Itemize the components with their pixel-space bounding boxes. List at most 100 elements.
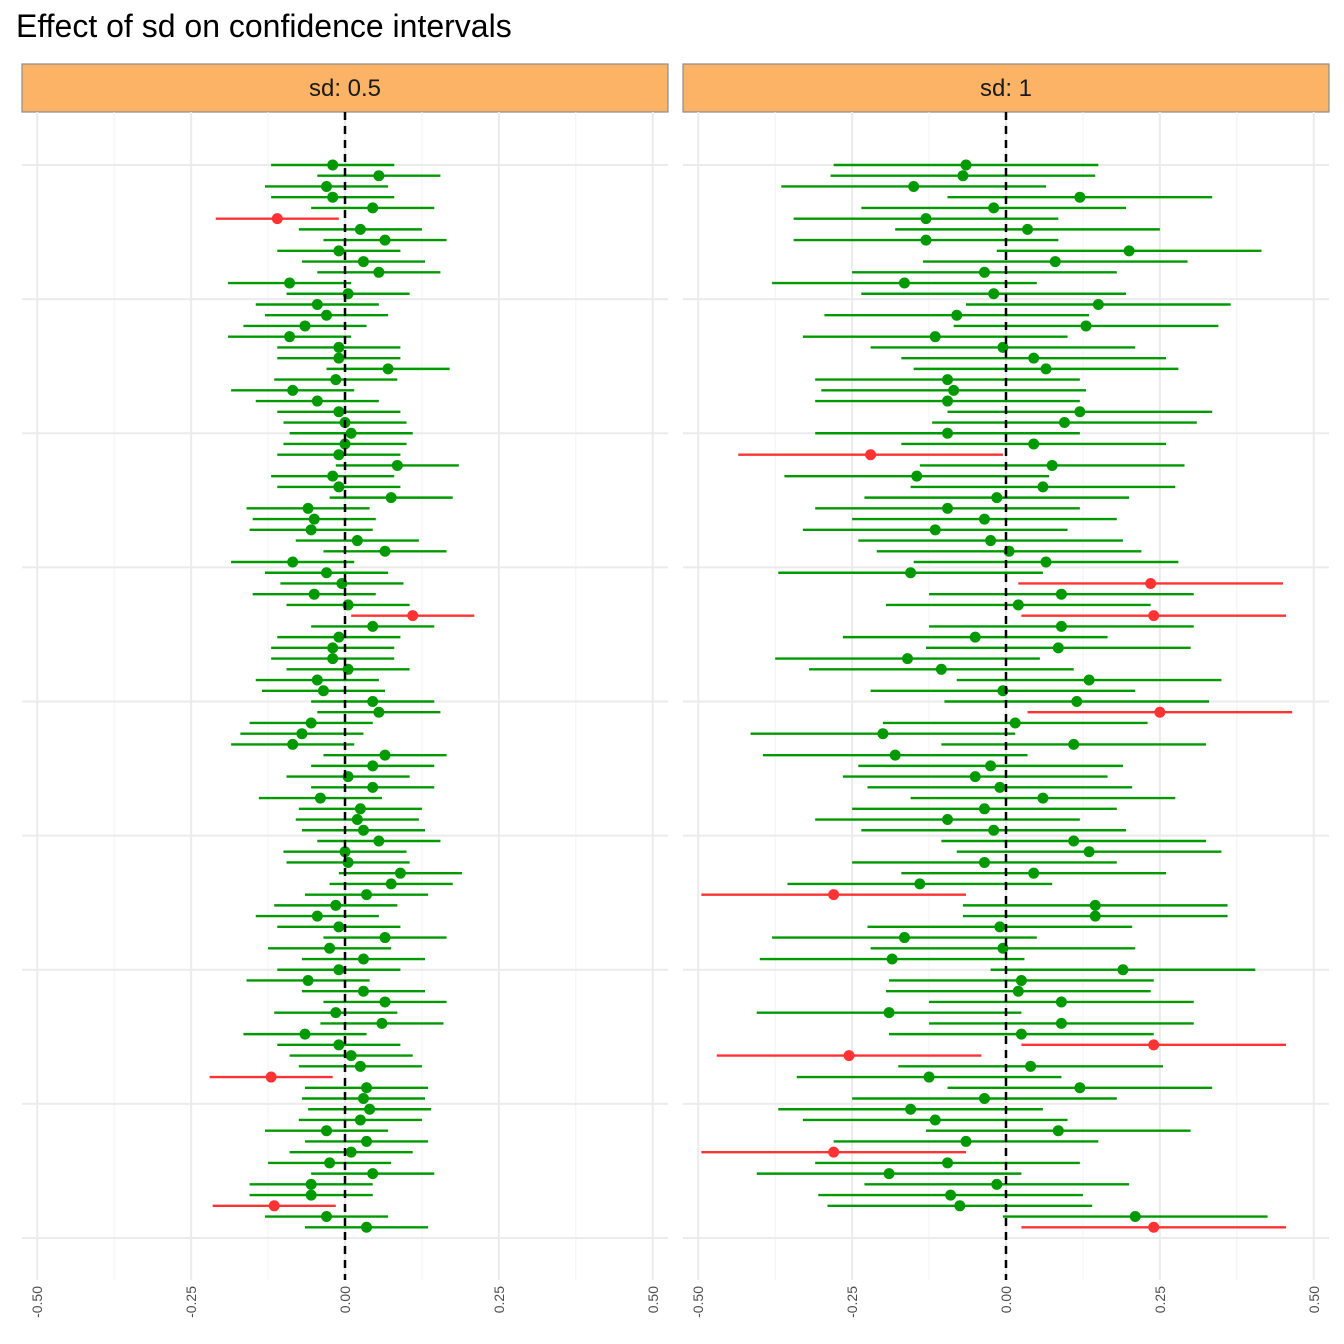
mean-point xyxy=(321,1125,333,1137)
mean-point xyxy=(324,1157,336,1169)
mean-point xyxy=(327,653,339,665)
mean-point xyxy=(886,953,898,965)
mean-point xyxy=(407,610,419,622)
mean-point xyxy=(333,921,345,933)
mean-point xyxy=(1123,245,1135,257)
mean-point xyxy=(357,256,369,268)
mean-point xyxy=(367,202,379,214)
mean-point xyxy=(929,331,941,343)
mean-point xyxy=(1037,792,1049,804)
mean-point xyxy=(988,288,1000,300)
mean-point xyxy=(361,1135,373,1147)
mean-point xyxy=(929,524,941,536)
mean-point xyxy=(1074,191,1086,203)
mean-point xyxy=(367,760,379,772)
mean-point xyxy=(385,492,397,504)
mean-point xyxy=(1055,1017,1067,1029)
mean-point xyxy=(333,406,345,418)
x-tick-label: 0.00 xyxy=(998,1286,1014,1313)
x-tick-label: -0.50 xyxy=(29,1286,45,1318)
mean-point xyxy=(942,374,954,386)
mean-point xyxy=(311,395,323,407)
mean-point xyxy=(339,846,351,858)
mean-point xyxy=(345,1050,357,1062)
mean-point xyxy=(843,1050,855,1062)
mean-point xyxy=(914,878,926,890)
mean-point xyxy=(314,792,326,804)
mean-point xyxy=(287,384,299,396)
mean-point xyxy=(333,964,345,976)
mean-point xyxy=(828,1146,840,1158)
mean-point xyxy=(889,749,901,761)
mean-point xyxy=(327,470,339,482)
mean-point xyxy=(985,760,997,772)
mean-point xyxy=(1028,867,1040,879)
mean-point xyxy=(1129,1211,1141,1223)
mean-point xyxy=(1083,846,1095,858)
chart-title: Effect of sd on confidence intervals xyxy=(16,8,512,44)
x-tick-label: 0.50 xyxy=(645,1286,661,1313)
mean-point xyxy=(373,266,385,278)
mean-point xyxy=(333,449,345,461)
mean-point xyxy=(376,1017,388,1029)
mean-point xyxy=(333,341,345,353)
mean-point xyxy=(1068,835,1080,847)
mean-point xyxy=(379,932,391,944)
mean-point xyxy=(367,696,379,707)
mean-point xyxy=(994,781,1006,793)
mean-point xyxy=(284,277,296,289)
mean-point xyxy=(1052,642,1064,654)
mean-point xyxy=(828,889,840,901)
mean-point xyxy=(299,320,311,332)
mean-point xyxy=(1074,1082,1086,1094)
x-tick-label: -0.25 xyxy=(183,1286,199,1318)
mean-point xyxy=(333,1039,345,1051)
mean-point xyxy=(978,266,990,278)
mean-point xyxy=(988,202,1000,214)
mean-point xyxy=(379,996,391,1008)
mean-point xyxy=(978,513,990,525)
mean-point xyxy=(345,1146,357,1158)
mean-point xyxy=(920,213,932,225)
mean-point xyxy=(902,653,914,665)
mean-point xyxy=(969,771,981,783)
mean-point xyxy=(923,1071,935,1083)
mean-point xyxy=(271,213,283,225)
mean-point xyxy=(357,1093,369,1105)
mean-point xyxy=(382,363,394,375)
mean-point xyxy=(969,631,981,643)
mean-point xyxy=(351,814,363,826)
mean-point xyxy=(299,1028,311,1040)
mean-point xyxy=(354,1114,366,1126)
mean-point xyxy=(1068,738,1080,750)
mean-point xyxy=(357,953,369,965)
mean-point xyxy=(379,545,391,557)
mean-point xyxy=(1154,706,1166,718)
mean-point xyxy=(1040,556,1052,568)
mean-point xyxy=(905,1103,917,1115)
mean-point xyxy=(339,438,351,450)
mean-point xyxy=(942,814,954,826)
mean-point xyxy=(1080,320,1092,332)
mean-point xyxy=(898,277,910,289)
mean-point xyxy=(991,1178,1003,1190)
mean-point xyxy=(948,384,960,396)
mean-point xyxy=(1012,985,1024,997)
mean-point xyxy=(357,985,369,997)
mean-point xyxy=(1148,1039,1160,1051)
mean-point xyxy=(935,663,947,675)
mean-point xyxy=(1012,599,1024,611)
mean-point xyxy=(985,535,997,547)
mean-point xyxy=(1092,298,1104,310)
mean-point xyxy=(333,352,345,364)
mean-point xyxy=(1015,1028,1027,1040)
mean-point xyxy=(379,234,391,246)
mean-point xyxy=(268,1200,280,1212)
mean-point xyxy=(1148,610,1160,622)
mean-point xyxy=(330,899,342,911)
mean-point xyxy=(1049,256,1061,268)
mean-point xyxy=(351,535,363,547)
mean-point xyxy=(1089,910,1101,922)
mean-point xyxy=(357,824,369,836)
